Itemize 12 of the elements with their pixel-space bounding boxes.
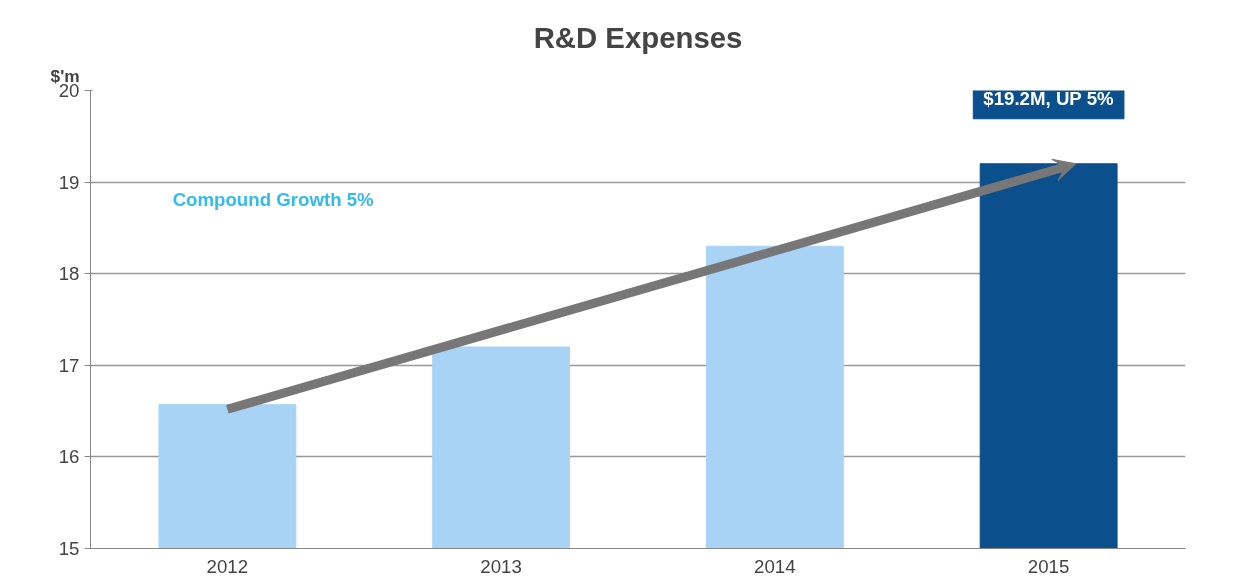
x-tick-label: 2013 bbox=[480, 555, 522, 577]
y-tick-label: 18 bbox=[58, 263, 80, 285]
y-tick-label: 19 bbox=[58, 171, 80, 193]
y-tick-label: 16 bbox=[58, 446, 80, 468]
annotation: $19.2M, UP 5% bbox=[983, 87, 1115, 109]
x-tick-label: 2015 bbox=[1027, 555, 1070, 577]
chart-title: R&D Expenses bbox=[533, 20, 743, 54]
annotation: Compound Growth 5% bbox=[172, 188, 375, 210]
x-tick-label: 2012 bbox=[206, 555, 249, 577]
y-tick-label: 17 bbox=[58, 354, 80, 376]
y-tick-label: 15 bbox=[58, 538, 80, 559]
x-tick-label: 2014 bbox=[754, 555, 796, 577]
